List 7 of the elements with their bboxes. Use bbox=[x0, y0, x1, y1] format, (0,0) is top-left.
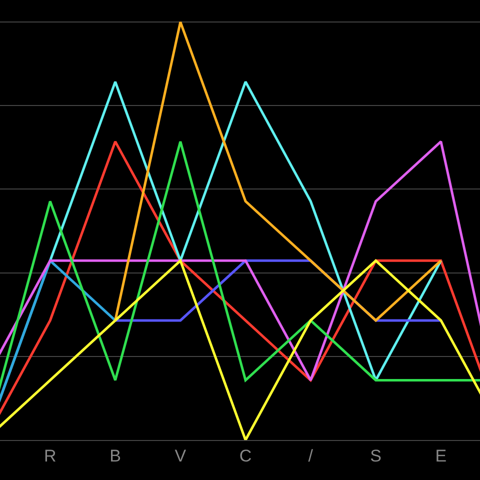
x-tick-label: B bbox=[110, 446, 121, 466]
x-tick-label: R bbox=[44, 446, 56, 466]
x-tick-label: C bbox=[239, 446, 252, 466]
x-tick-label: S bbox=[370, 446, 382, 466]
x-tick-label: / bbox=[308, 446, 314, 466]
x-tick-label: V bbox=[174, 446, 187, 466]
x-tick-label: E bbox=[435, 446, 447, 466]
